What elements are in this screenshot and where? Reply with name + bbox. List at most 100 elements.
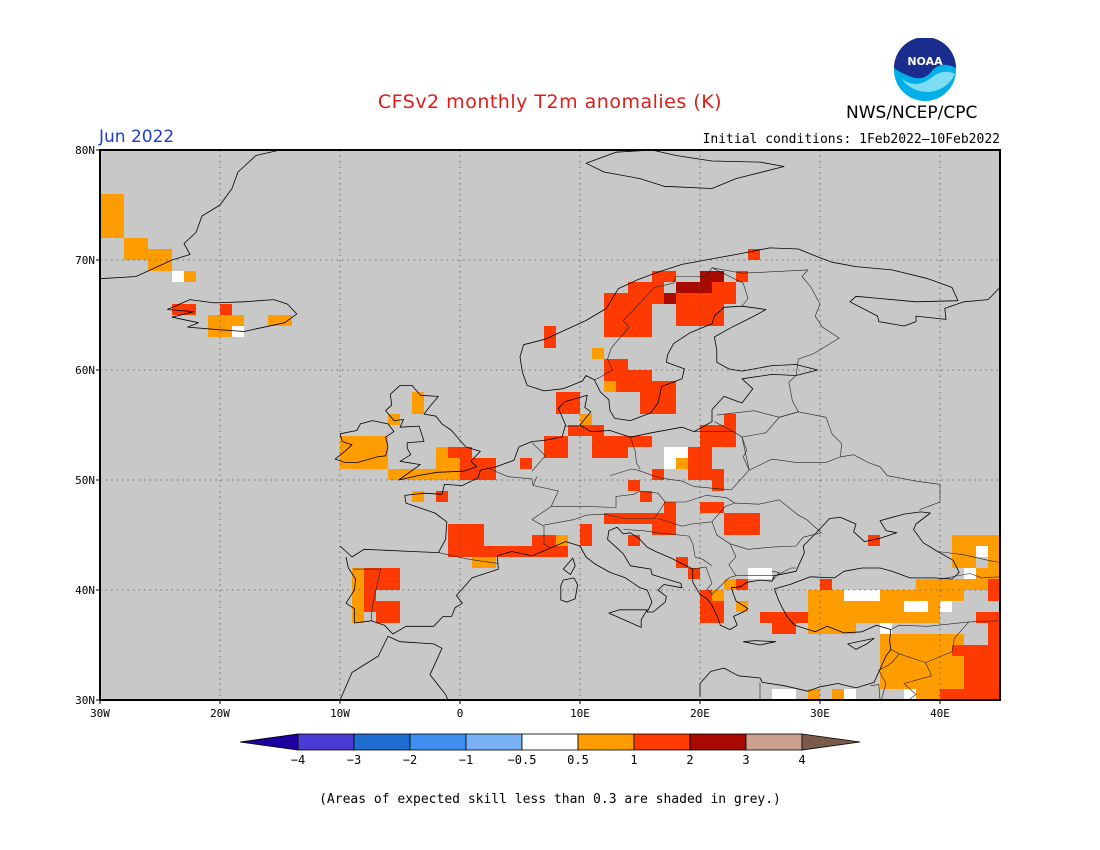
country-border xyxy=(749,454,941,510)
country-border xyxy=(630,437,641,470)
coastline xyxy=(743,640,776,646)
lat-tick-label: 60N xyxy=(75,364,95,377)
anomaly-cell xyxy=(364,590,376,612)
anomaly-cell xyxy=(628,480,640,491)
coastline xyxy=(385,385,481,481)
lon-tick-label: 20W xyxy=(210,707,230,720)
agency-label: NWS/NCEP/CPC xyxy=(846,103,978,123)
anomaly-cell xyxy=(952,535,988,546)
colorbar-tick-label: 3 xyxy=(742,753,749,767)
country-border xyxy=(878,665,888,701)
anomaly-cell xyxy=(940,634,964,689)
anomaly-cell xyxy=(964,645,1000,700)
coastlines xyxy=(99,149,1001,701)
axis-ticks: 30W 20W 10W 0 10E 20E 30E 40E 30N 40N 50N 60N 70N 80N xyxy=(75,144,950,720)
anomaly-cell xyxy=(544,436,568,458)
colorbar-swatch xyxy=(353,733,411,751)
anomaly-cell xyxy=(940,579,964,601)
anomaly-cell xyxy=(352,590,364,623)
lon-tick-label: 10W xyxy=(330,707,350,720)
anomaly-cell xyxy=(676,282,712,293)
coastline xyxy=(345,511,960,697)
coastline xyxy=(99,149,281,280)
country-border xyxy=(531,442,546,472)
lat-tick-label: 70N xyxy=(75,254,95,267)
country-border xyxy=(692,566,737,595)
anomaly-cell xyxy=(868,535,880,546)
anomaly-cell xyxy=(628,282,664,304)
lon-tick-label: 40E xyxy=(930,707,950,720)
anomaly-cell xyxy=(760,612,772,623)
anomaly-cell xyxy=(412,491,424,502)
anomaly-cell xyxy=(436,491,448,502)
anomaly-cell xyxy=(628,535,640,546)
colorbar-tick-label: 2 xyxy=(686,753,693,767)
colorbar-tick-label: 4 xyxy=(798,753,805,767)
anomaly-cell xyxy=(340,436,388,469)
anomaly-cell xyxy=(124,238,148,260)
logo-text: NOAA xyxy=(907,55,943,68)
map-title: CFSv2 monthly T2m anomalies (K) xyxy=(377,91,723,113)
coastline xyxy=(608,609,648,628)
country-border xyxy=(532,476,538,486)
country-border xyxy=(890,620,998,630)
anomaly-cell xyxy=(772,689,796,700)
colorbar-tick-label: −2 xyxy=(403,753,417,767)
anomaly-cell xyxy=(772,612,796,634)
anomaly-cell xyxy=(652,271,676,282)
anomaly-cell xyxy=(712,469,724,491)
skill-footnote: (Areas of expected skill less than 0.3 a… xyxy=(319,792,781,807)
anomaly-cell xyxy=(100,194,124,238)
anomaly-cell xyxy=(844,689,856,700)
country-border xyxy=(609,468,732,491)
colorbar-tick-label: −3 xyxy=(347,753,361,767)
country-border xyxy=(594,267,809,381)
anomaly-cell xyxy=(712,590,724,601)
country-border xyxy=(771,571,780,581)
anomaly-cell xyxy=(268,315,292,326)
coastline xyxy=(167,299,298,332)
anomaly-cell xyxy=(172,271,184,282)
country-border xyxy=(657,495,736,527)
map-frame xyxy=(99,149,1001,701)
anomaly-cell xyxy=(712,282,736,304)
country-border xyxy=(711,267,749,307)
anomaly-cell xyxy=(748,249,760,260)
anomaly-cell xyxy=(640,381,676,414)
anomaly-cell xyxy=(604,381,616,392)
country-border xyxy=(714,421,734,432)
lat-tick-label: 40N xyxy=(75,584,95,597)
lat-tick-label: 80N xyxy=(75,144,95,157)
lon-tick-label: 10E xyxy=(570,707,590,720)
anomaly-cell xyxy=(520,458,532,469)
anomaly-cell xyxy=(748,513,760,524)
anomaly-cell xyxy=(688,568,700,579)
anomaly-cell xyxy=(724,579,736,590)
colorbar-tick-label: 0.5 xyxy=(567,753,589,767)
country-border xyxy=(741,411,842,471)
colorbar-swatch xyxy=(577,733,635,751)
coastline xyxy=(562,557,576,575)
anomaly-cell xyxy=(592,348,604,359)
colorbar-swatch xyxy=(689,733,747,751)
anomaly-cell xyxy=(904,601,928,612)
anomaly-cell xyxy=(880,634,940,689)
anomaly-cell xyxy=(352,568,364,590)
anomaly-cell xyxy=(412,392,424,414)
colorbar-tick-label: −0.5 xyxy=(508,753,537,767)
anomaly-cell xyxy=(148,249,172,271)
coastline xyxy=(334,420,395,463)
anomaly-cell xyxy=(472,557,496,568)
country-border xyxy=(870,684,881,701)
country-border xyxy=(438,552,499,564)
anomaly-cell xyxy=(736,579,748,590)
anomaly-cell xyxy=(736,271,748,282)
anomaly-cell xyxy=(904,689,916,700)
anomaly-cell xyxy=(700,425,736,447)
country-border xyxy=(489,468,559,549)
lat-tick-label: 50N xyxy=(75,474,95,487)
country-border xyxy=(939,573,999,580)
anomaly-cell xyxy=(724,414,736,425)
anomaly-cell xyxy=(916,579,940,590)
